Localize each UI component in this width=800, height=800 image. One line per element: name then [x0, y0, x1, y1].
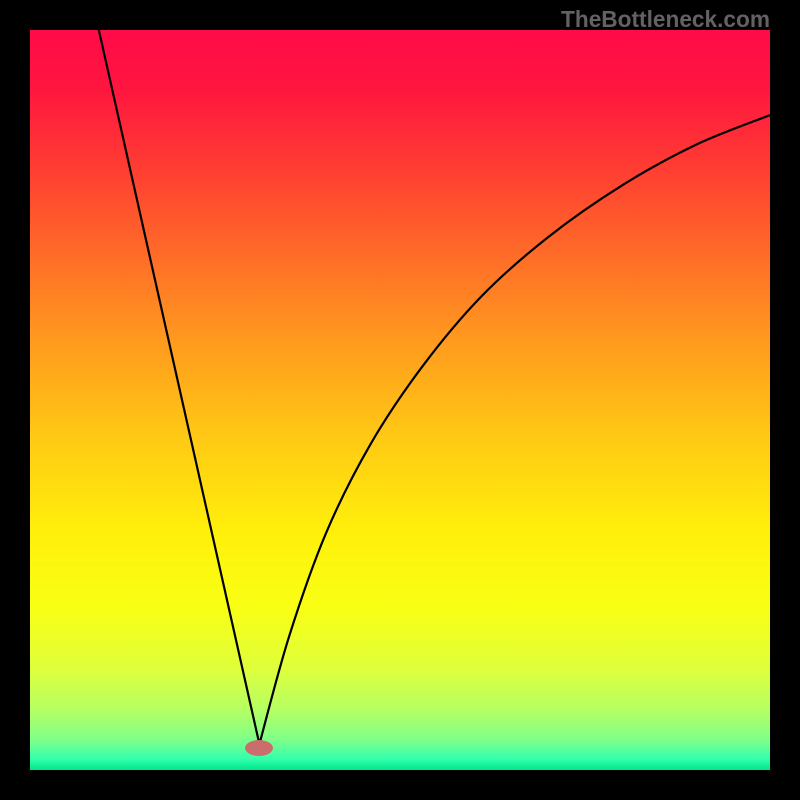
chart-container: { "canvas": { "width": 800, "height": 80…: [0, 0, 800, 800]
curve-left-branch: [99, 30, 260, 744]
plot-area: [30, 30, 770, 770]
watermark-text: TheBottleneck.com: [561, 6, 770, 33]
curve-right-branch: [259, 115, 770, 744]
curve-layer: [30, 30, 770, 770]
minimum-marker: [245, 740, 273, 756]
